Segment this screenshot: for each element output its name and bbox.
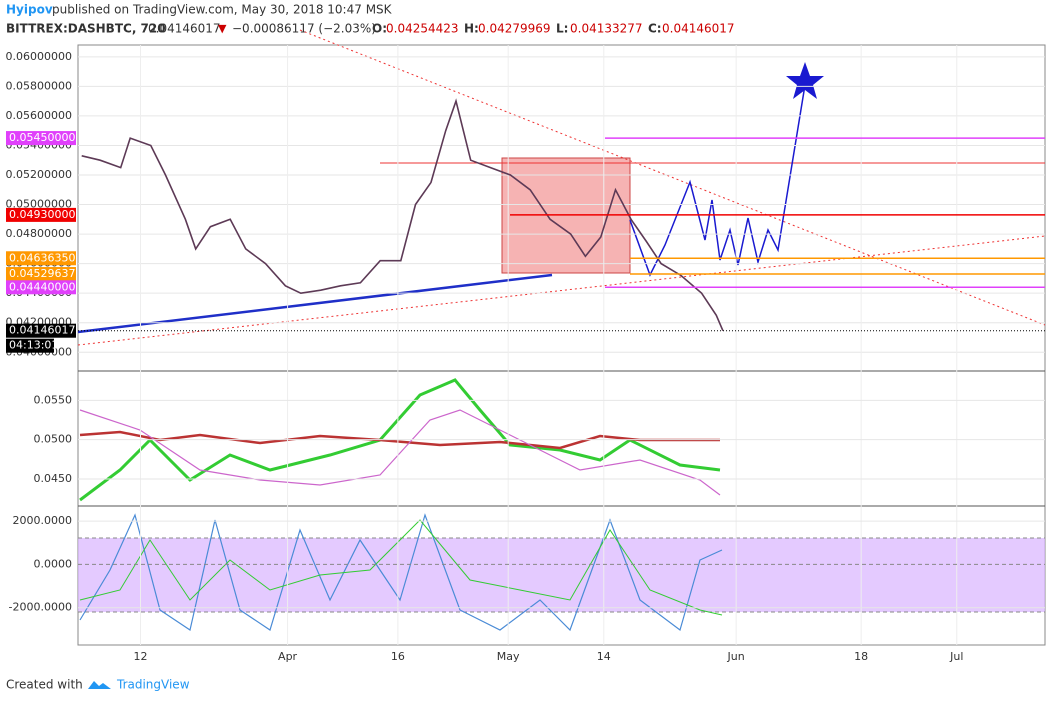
trend-line [299, 29, 1046, 326]
level-label-box [6, 323, 76, 338]
x-tick-label: Apr [278, 650, 298, 663]
band [78, 538, 1045, 612]
author: Hyipov [6, 3, 53, 17]
footer-brand[interactable]: TradingView [116, 678, 190, 692]
ohlc-part: 0.04146017 [662, 22, 735, 36]
level-label: 0.04930000 [9, 208, 75, 221]
level-label-box [6, 207, 76, 222]
last-price: 0.04146017 [148, 22, 221, 36]
level-label: 0.04440000 [9, 280, 75, 293]
x-tick-label: May [497, 650, 520, 663]
y-tick-label: 0.0500 [34, 433, 73, 446]
level-label-box [6, 267, 76, 282]
level-label: 0.04529637 [9, 267, 75, 280]
y-tick-label: 0.0450 [34, 472, 73, 485]
change: −0.00086117 (−2.03%) [232, 22, 376, 36]
x-tick-label: 12 [134, 650, 148, 663]
level-label: 0.04146017 [9, 324, 75, 337]
ohlc-part: C: [648, 22, 662, 36]
x-tick-label: 16 [391, 650, 405, 663]
ohlc-part: 0.04254423 [386, 22, 459, 36]
x-tick-label: 14 [597, 650, 611, 663]
y-tick-label: 2000.0000 [13, 514, 73, 527]
level-label: 0.04636350 [9, 251, 75, 264]
logo [88, 681, 111, 689]
y-tick-label: 0.05000000 [6, 198, 72, 211]
countdown: 04:13:01 [9, 339, 58, 352]
level-label-box [6, 280, 76, 295]
x-tick-label: Jul [949, 650, 963, 663]
trend-line [77, 235, 1046, 346]
x-tick-label: 18 [854, 650, 868, 663]
y-tick-label: 0.06000000 [6, 50, 72, 63]
ohlc-part: 0.04133277 [570, 22, 643, 36]
level-label-box [6, 251, 76, 266]
indicator [79, 378, 721, 502]
ohlc-part: H: [464, 22, 479, 36]
level-label: 0.05450000 [9, 131, 75, 144]
ohlc: O: 0.04254423 H: 0.04279969 L: 0.04133277 C: 0.… [372, 22, 735, 36]
y-tick-label: 0.05600000 [6, 109, 72, 122]
y-tick-label: 0.05200000 [6, 168, 72, 181]
x-tick-label: Jun [727, 650, 745, 663]
ohlc-part: O: [372, 22, 387, 36]
y-tick-label: 0.04800000 [6, 227, 72, 240]
ohlc-part: L: [556, 22, 568, 36]
footer-created: Created with [6, 678, 83, 692]
y-tick-label: 0.05800000 [6, 79, 72, 92]
symbol: BITTREX:DASHBTC, 720 [6, 22, 166, 36]
y-tick-label: 0.0550 [34, 393, 73, 406]
oscillator [79, 519, 723, 616]
star [786, 62, 824, 99]
level-label-box [6, 131, 76, 146]
price-line [81, 98, 724, 332]
countdown-box [6, 338, 54, 353]
oscillator [79, 513, 723, 632]
down-arrow: ▼ [218, 22, 227, 35]
published: published on TradingView.com, May 30, 20… [52, 3, 393, 17]
y-tick-label: -2000.0000 [9, 601, 72, 614]
ohlc-part: 0.04279969 [478, 22, 551, 36]
y-tick-label: 0.0000 [34, 557, 73, 570]
indicator [79, 409, 721, 496]
